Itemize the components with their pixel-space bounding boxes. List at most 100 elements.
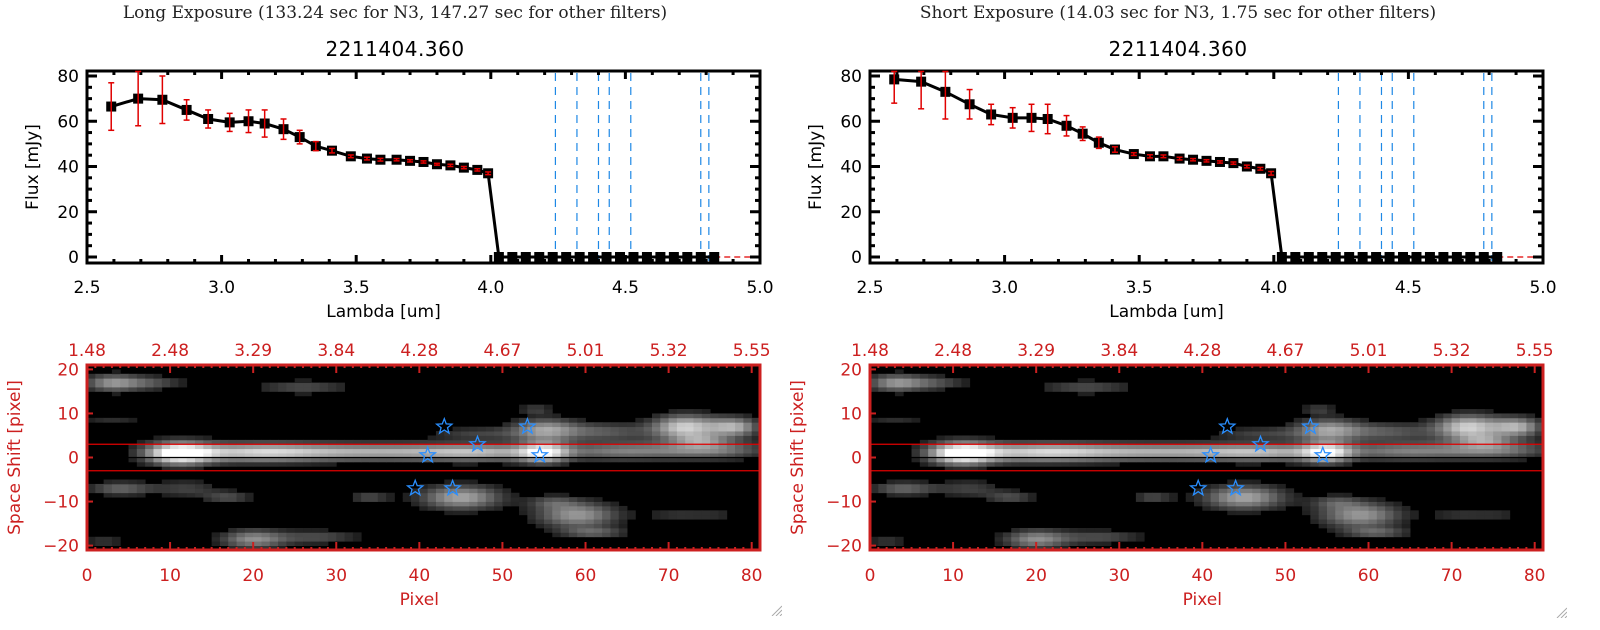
- image-pixel: [585, 453, 595, 458]
- image-pixel: [485, 439, 495, 445]
- image-pixel: [944, 479, 954, 485]
- x-tick-label: 4.5: [612, 278, 639, 298]
- image-pixel: [228, 536, 237, 542]
- image-pixel: [344, 444, 354, 450]
- image-pixel: [111, 369, 121, 375]
- image-pixel: [1443, 439, 1453, 445]
- image-pixel: [953, 444, 962, 450]
- image-pixel: [878, 417, 888, 423]
- resize-grip-right[interactable]: [1555, 606, 1567, 618]
- image-pixel: [244, 527, 254, 533]
- resize-grip-left[interactable]: [770, 604, 782, 616]
- image-pixel: [1326, 457, 1336, 463]
- image-pixel: [651, 422, 661, 428]
- image-pixel: [627, 422, 636, 428]
- image-pixel: [560, 501, 570, 507]
- image-pixel: [552, 519, 561, 524]
- image-pixel: [1493, 422, 1502, 428]
- image-pixel: [1243, 492, 1253, 498]
- image-pixel: [1368, 532, 1378, 538]
- image-pixel: [1285, 422, 1295, 428]
- image-pixel: [660, 426, 670, 432]
- image-pixel: [735, 453, 744, 458]
- image-pixel: [543, 439, 553, 445]
- image-pixel: [1509, 417, 1519, 423]
- image-pixel: [136, 457, 146, 463]
- star-marker: [517, 416, 537, 435]
- image-pixel: [352, 497, 362, 502]
- image-pixel: [886, 536, 896, 542]
- image-pixel: [1393, 527, 1403, 533]
- image-pixel: [560, 461, 570, 467]
- y-tick-label: 20: [57, 203, 79, 223]
- image-pixel: [1061, 461, 1070, 467]
- image-pixel: [269, 448, 279, 454]
- image-pixel: [610, 453, 620, 458]
- image-pixel: [1318, 510, 1328, 516]
- x-tick-label: 70: [658, 566, 680, 586]
- image-pixel: [1277, 501, 1286, 507]
- image-pixel: [120, 488, 129, 494]
- image-pixel: [1044, 461, 1054, 467]
- image-pixel: [1493, 453, 1502, 458]
- image-pixel: [1335, 453, 1344, 458]
- image-pixel: [668, 413, 678, 419]
- image-pixel: [1268, 488, 1278, 494]
- image-pixel: [1418, 417, 1428, 423]
- image-pixel: [361, 453, 370, 458]
- image-pixel: [1302, 404, 1311, 410]
- x-tick-label: 30: [325, 566, 347, 586]
- image-pixel: [1318, 514, 1328, 520]
- image-pixel: [643, 426, 653, 432]
- image-pixel: [585, 444, 595, 450]
- image-pixel: [203, 435, 213, 441]
- image-pixel: [1426, 448, 1436, 454]
- image-pixel: [510, 461, 520, 467]
- image-pixel: [560, 417, 570, 423]
- image-pixel: [1376, 510, 1386, 516]
- image-pixel: [485, 497, 495, 502]
- image-pixel: [602, 439, 611, 445]
- image-pixel: [1135, 532, 1145, 538]
- image-pixel: [111, 536, 121, 542]
- image-pixel: [627, 435, 636, 441]
- x-axis-label: Lambda [um]: [1109, 302, 1223, 322]
- image-pixel: [1509, 426, 1519, 432]
- image-pixel: [103, 373, 113, 379]
- image-pixel: [145, 457, 154, 463]
- image-pixel: [120, 387, 129, 392]
- image-pixel: [1110, 532, 1120, 538]
- image-pixel: [386, 448, 395, 454]
- image-pixel: [1418, 435, 1428, 441]
- image-pixel: [535, 435, 545, 441]
- image-pixel: [535, 457, 545, 463]
- image-pixel: [610, 448, 620, 454]
- image-pixel: [618, 527, 628, 533]
- image-pixel: [1351, 435, 1361, 441]
- image-pixel: [278, 461, 287, 467]
- image-pixel: [136, 479, 146, 485]
- image-pixel: [178, 466, 188, 472]
- image-pixel: [894, 382, 904, 388]
- image-pixel: [1434, 439, 1444, 445]
- image-pixel: [344, 448, 354, 454]
- image-pixel: [1094, 387, 1104, 392]
- image-pixel: [903, 417, 912, 423]
- image-pixel: [1351, 532, 1361, 538]
- image-pixel: [610, 532, 620, 538]
- image-pixel: [1351, 453, 1361, 458]
- top-tick-label: 2.48: [151, 341, 189, 361]
- image-pixel: [1376, 497, 1386, 502]
- image-pixel: [502, 461, 512, 467]
- image-pixel: [161, 457, 171, 463]
- image-pixel: [452, 431, 462, 436]
- image-pixel: [1077, 536, 1087, 542]
- image-pixel: [610, 510, 620, 516]
- image-pixel: [1368, 514, 1378, 520]
- image-pixel: [1061, 545, 1070, 551]
- image-pixel: [552, 492, 561, 498]
- image-pixel: [602, 431, 611, 436]
- data-point: [1371, 252, 1382, 262]
- image-pixel: [1169, 444, 1178, 450]
- star-marker: [1226, 478, 1245, 497]
